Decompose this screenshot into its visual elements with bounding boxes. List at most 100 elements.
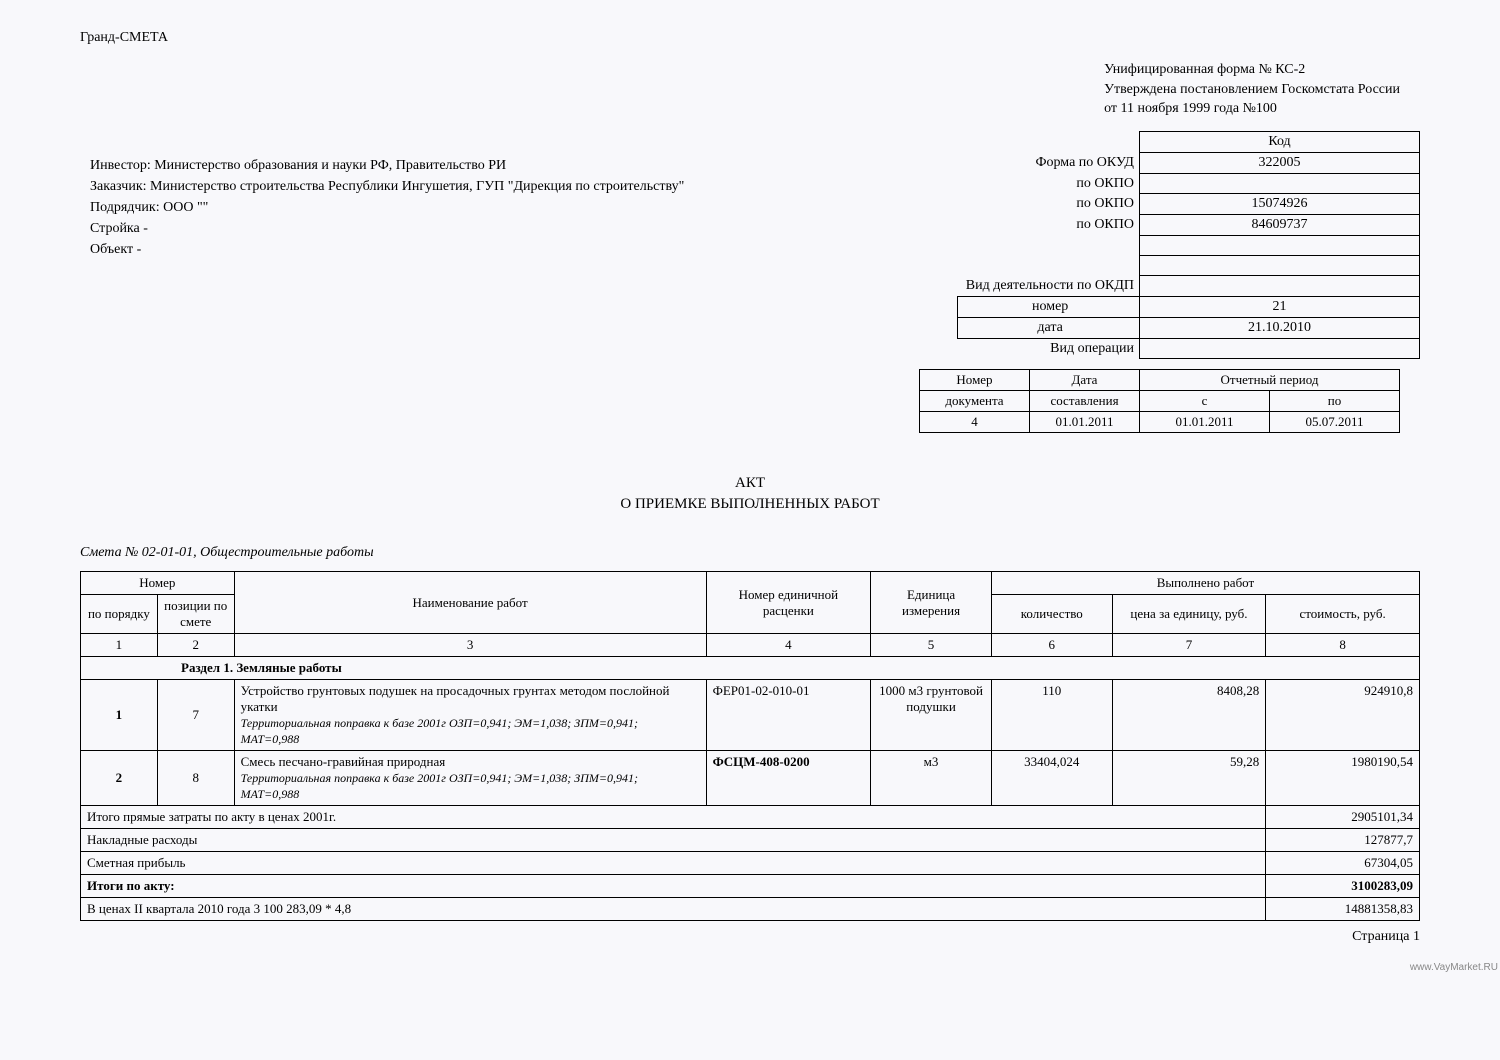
smeta-ref: Смета № 02-01-01, Общестроительные работ…	[80, 545, 1420, 561]
coln-7: 7	[1112, 634, 1266, 657]
th-rascenki: Номер единичной расценки	[706, 572, 871, 634]
sum4-label: В ценах II квартала 2010 года 3 100 283,…	[81, 898, 1266, 921]
parties-block: Инвестор: Министерство образования и нау…	[90, 155, 684, 260]
title-section: АКТ О ПРИЕМКЕ ВЫПОЛНЕННЫХ РАБОТ	[80, 433, 1420, 515]
th-nomer: Номер	[81, 572, 235, 595]
okpo1-label: по ОКПО	[958, 174, 1140, 194]
page-number: Страница 1	[80, 929, 1420, 945]
table-row: 2 8 Смесь песчано-гравийная природная Те…	[81, 751, 1420, 806]
construction: Стройка -	[90, 218, 684, 239]
kod-header: Код	[1140, 132, 1420, 153]
investor: Инвестор: Министерство образования и нау…	[90, 155, 684, 176]
data-val: 21.10.2010	[1140, 317, 1420, 338]
contractor: Подрядчик: ООО ""	[90, 197, 684, 218]
th-pozicii: позиции по смете	[157, 595, 234, 634]
r2-cost: 1980190,54	[1266, 751, 1420, 806]
sum0-val: 2905101,34	[1266, 806, 1420, 829]
r1-code: ФЕР01-02-010-01	[706, 680, 871, 751]
form-line2: Утверждена постановлением Госкомстата Ро…	[1104, 80, 1400, 100]
th-cena: цена за единицу, руб.	[1112, 595, 1266, 634]
customer: Заказчик: Министерство строительства Рес…	[90, 176, 684, 197]
r1-cost: 924910,8	[1266, 680, 1420, 751]
r1-pos: 7	[157, 680, 234, 751]
sum3-val: 3100283,09	[1266, 875, 1420, 898]
summary-row: Накладные расходы 127877,7	[81, 829, 1420, 852]
h-nomer: Номер	[920, 370, 1030, 391]
period-to: 05.07.2011	[1270, 412, 1400, 433]
th-edinica: Единица измерения	[871, 572, 992, 634]
form-info: Унифицированная форма № КС-2 Утверждена …	[1104, 60, 1400, 119]
oper-label: Вид операции	[958, 338, 1140, 359]
app-name: Гранд-СМЕТА	[80, 30, 1420, 46]
summary-row: Итоги по акту: 3100283,09	[81, 875, 1420, 898]
okdp-val	[1140, 276, 1420, 297]
doc-date: 01.01.2011	[1030, 412, 1140, 433]
r2-name: Смесь песчано-гравийная природная Террит…	[234, 751, 706, 806]
coln-3: 3	[234, 634, 706, 657]
okud-val: 322005	[1140, 153, 1420, 174]
coln-5: 5	[871, 634, 992, 657]
h-sostav: составления	[1030, 391, 1140, 412]
r2-code: ФСЦМ-408-0200	[706, 751, 871, 806]
r2-price: 59,28	[1112, 751, 1266, 806]
sum2-label: Сметная прибыль	[81, 852, 1266, 875]
r2-qty: 33404,024	[991, 751, 1112, 806]
h-s: с	[1140, 391, 1270, 412]
blank2	[1140, 256, 1420, 276]
doc-num: 4	[920, 412, 1030, 433]
th-vypolneno: Выполнено работ	[991, 572, 1419, 595]
coln-6: 6	[991, 634, 1112, 657]
summary-row: Итого прямые затраты по акту в ценах 200…	[81, 806, 1420, 829]
sum3-label: Итоги по акту:	[81, 875, 1266, 898]
sum4-val: 14881358,83	[1266, 898, 1420, 921]
h-period: Отчетный период	[1140, 370, 1400, 391]
okpo2-val: 15074926	[1140, 194, 1420, 215]
th-naimenovanie: Наименование работ	[234, 572, 706, 634]
r2-n: 2	[81, 751, 158, 806]
r2-unit: м3	[871, 751, 992, 806]
oper-val	[1140, 338, 1420, 359]
object: Объект -	[90, 239, 684, 260]
form-line3: от 11 ноября 1999 года №100	[1104, 99, 1400, 119]
form-line1: Унифицированная форма № КС-2	[1104, 60, 1400, 80]
sum1-label: Накладные расходы	[81, 829, 1266, 852]
table-row: 1 7 Устройство грунтовых подушек на прос…	[81, 680, 1420, 751]
r1-price: 8408,28	[1112, 680, 1266, 751]
data-label: дата	[958, 317, 1140, 338]
r1-unit: 1000 м3 грунтовой подушки	[871, 680, 992, 751]
okpo3-label: по ОКПО	[958, 215, 1140, 236]
blank1	[1140, 236, 1420, 256]
period-from: 01.01.2011	[1140, 412, 1270, 433]
coln-2: 2	[157, 634, 234, 657]
summary-row: В ценах II квартала 2010 года 3 100 283,…	[81, 898, 1420, 921]
sum1-val: 127877,7	[1266, 829, 1420, 852]
okdp-label: Вид деятельности по ОКДП	[958, 276, 1140, 297]
okpo2-label: по ОКПО	[958, 194, 1140, 215]
title-line1: АКТ	[80, 473, 1420, 494]
h-data: Дата	[1030, 370, 1140, 391]
main-table: Номер Наименование работ Номер единичной…	[80, 571, 1420, 921]
nomer-val: 21	[1140, 296, 1420, 317]
sum2-val: 67304,05	[1266, 852, 1420, 875]
th-stoimost: стоимость, руб.	[1266, 595, 1420, 634]
r1-n: 1	[81, 680, 158, 751]
codes-table: Код Форма по ОКУД322005 по ОКПО по ОКПО1…	[957, 131, 1420, 359]
doc-header-table: Номер Дата Отчетный период документа сос…	[919, 369, 1400, 433]
sum0-label: Итого прямые затраты по акту в ценах 200…	[81, 806, 1266, 829]
nomer-label: номер	[958, 296, 1140, 317]
coln-4: 4	[706, 634, 871, 657]
watermark: www.VayMarket.RU	[1410, 962, 1498, 973]
title-line2: О ПРИЕМКЕ ВЫПОЛНЕННЫХ РАБОТ	[80, 494, 1420, 515]
r1-qty: 110	[991, 680, 1112, 751]
th-kolichestvo: количество	[991, 595, 1112, 634]
h-documenta: документа	[920, 391, 1030, 412]
coln-8: 8	[1266, 634, 1420, 657]
okud-label: Форма по ОКУД	[958, 153, 1140, 174]
th-poryadku: по порядку	[81, 595, 158, 634]
summary-row: Сметная прибыль 67304,05	[81, 852, 1420, 875]
h-po: по	[1270, 391, 1400, 412]
r2-pos: 8	[157, 751, 234, 806]
okpo3-val: 84609737	[1140, 215, 1420, 236]
okpo1-val	[1140, 174, 1420, 194]
coln-1: 1	[81, 634, 158, 657]
